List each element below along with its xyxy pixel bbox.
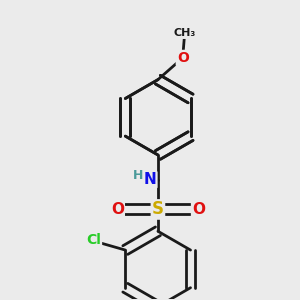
Text: H: H: [133, 169, 143, 182]
Text: CH₃: CH₃: [174, 28, 196, 38]
Text: O: O: [192, 202, 205, 217]
Text: Cl: Cl: [86, 233, 101, 247]
Text: O: O: [177, 51, 189, 65]
Text: S: S: [152, 200, 164, 218]
Text: O: O: [111, 202, 124, 217]
Text: N: N: [144, 172, 156, 187]
